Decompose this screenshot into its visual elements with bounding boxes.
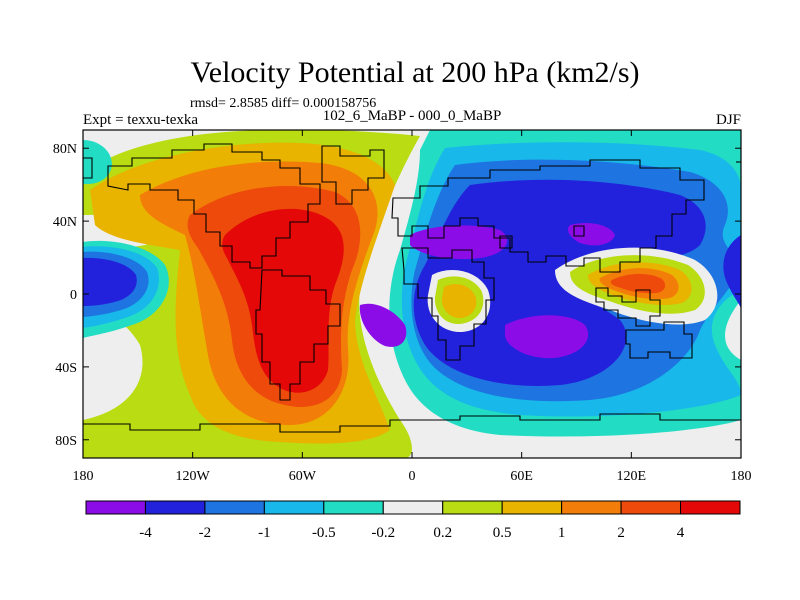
colorbar-swatch — [561, 500, 622, 515]
y-tick-label: 40S — [55, 361, 77, 376]
contour-map — [83, 130, 741, 458]
colorbar-swatch — [85, 500, 146, 515]
y-axis: 80N 40N 0 40S 80S — [53, 142, 741, 449]
colorbar-label: 4 — [677, 525, 685, 541]
negative-core-b — [505, 315, 589, 359]
positive-lobe-4 — [222, 208, 344, 393]
colorbar-label: -2 — [199, 525, 212, 541]
continent-outlines — [83, 143, 741, 433]
colorbar-label: -0.5 — [312, 525, 336, 541]
colorbar: -4 -2 -1 -0.5 -0.2 0.2 0.5 1 2 4 — [85, 500, 741, 541]
x-tick-label: 180 — [731, 469, 752, 484]
x-tick-label: 120W — [176, 469, 211, 484]
colorbar-label: 2 — [617, 525, 625, 541]
colorbar-swatch — [501, 500, 563, 515]
colorbar-label: 1 — [558, 525, 566, 541]
colorbar-swatch — [263, 500, 325, 515]
negative-core-a — [410, 225, 508, 260]
west-negative-2 — [83, 257, 137, 306]
colorbar-swatch — [204, 500, 265, 515]
y-tick-label: 80N — [53, 142, 77, 157]
season-label: DJF — [716, 112, 741, 128]
colorbar-swatch — [620, 500, 682, 515]
africa-positive-1 — [441, 284, 477, 318]
west-polar-negative — [83, 140, 112, 185]
y-tick-label: 40N — [53, 215, 77, 230]
x-tick-label: 120E — [617, 469, 647, 484]
x-tick-label: 60E — [510, 469, 533, 484]
y-tick-label: 0 — [70, 288, 77, 303]
x-axis: 180 120W 60W 0 60E 120E 180 — [73, 130, 752, 484]
x-tick-label: 0 — [409, 469, 416, 484]
difference-label: 102_6_MaBP - 000_0_MaBP — [323, 108, 502, 124]
negative-core-c — [359, 303, 407, 347]
colorbar-swatch — [323, 500, 384, 515]
chart-title: Velocity Potential at 200 hPa (km2/s) — [190, 56, 639, 89]
colorbar-swatch — [382, 500, 444, 515]
colorbar-swatch — [144, 500, 206, 515]
colorbar-label: -4 — [139, 525, 152, 541]
y-tick-label: 80S — [55, 434, 77, 449]
colorbar-label: -1 — [258, 525, 271, 541]
colorbar-label: 0.5 — [493, 525, 512, 541]
experiment-label: Expt = texxu-texka — [83, 112, 198, 128]
colorbar-swatch — [680, 500, 741, 515]
colorbar-label: 0.2 — [433, 525, 452, 541]
x-tick-label: 60W — [289, 469, 317, 484]
colorbar-label: -0.2 — [371, 525, 395, 541]
negative-core-d — [568, 223, 615, 246]
colorbar-swatch — [442, 500, 503, 515]
x-tick-label: 180 — [73, 469, 94, 484]
pacific-positive-4 — [610, 273, 666, 294]
east-edge-negative — [723, 235, 741, 310]
stats-label: rmsd= 2.8585 diff= 0.000158756 — [190, 96, 376, 111]
